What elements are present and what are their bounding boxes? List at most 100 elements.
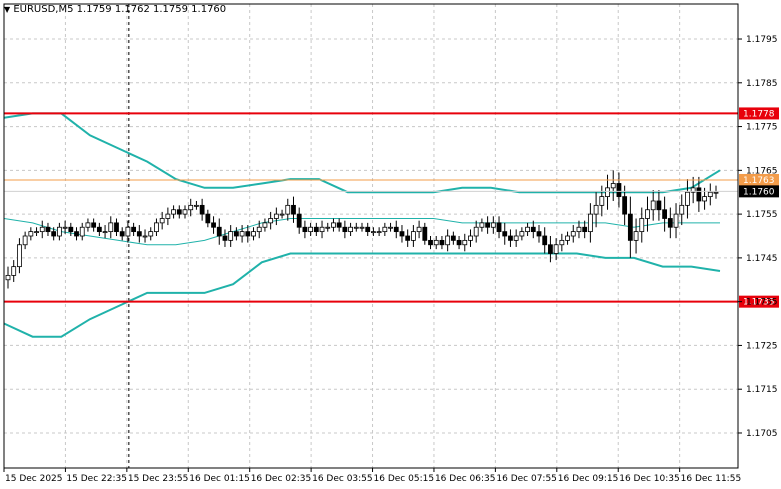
candle-body xyxy=(313,226,319,233)
candle-body xyxy=(119,231,125,237)
bollinger-upper-line xyxy=(3,112,721,194)
candle-body xyxy=(622,196,628,215)
symbol-label: EURUSD,M5 xyxy=(13,4,74,15)
candle-body xyxy=(308,226,314,233)
candle-body xyxy=(382,226,388,233)
candle-body xyxy=(639,218,645,233)
candle-body xyxy=(393,226,399,233)
candle-body xyxy=(690,187,696,193)
candle-body xyxy=(433,239,439,246)
candle-body xyxy=(428,239,433,246)
candle-body xyxy=(331,222,336,228)
candle-body xyxy=(496,222,502,233)
candle-body xyxy=(485,222,491,228)
candle-body xyxy=(445,235,451,246)
candle-body xyxy=(633,231,639,241)
candle-body xyxy=(553,244,559,254)
candle-body xyxy=(114,222,119,233)
y-tick-label: 1.1795 xyxy=(746,35,778,45)
candle-body xyxy=(268,218,274,224)
candle-body xyxy=(548,244,553,254)
candle-body xyxy=(159,218,165,224)
candle-body xyxy=(108,222,114,233)
candle-body xyxy=(513,235,519,241)
candle-body xyxy=(508,235,513,241)
candle-body xyxy=(11,266,17,276)
candle-body xyxy=(256,226,262,233)
candle-body xyxy=(102,231,108,234)
level-price-label: 1.1778 xyxy=(743,109,775,119)
candle-body xyxy=(51,231,57,237)
candle-body xyxy=(702,196,707,202)
y-tick-label: 1.1735 xyxy=(746,298,778,308)
x-tick-label: 15 Dec 2025 xyxy=(5,474,63,484)
candle-body xyxy=(610,183,616,189)
level-price-tag xyxy=(739,295,779,308)
candle-body xyxy=(405,235,411,241)
bollinger-lower-line xyxy=(3,252,721,338)
candle-body xyxy=(667,218,673,228)
candle-body xyxy=(28,231,34,237)
candle-body xyxy=(679,204,685,215)
candle-body xyxy=(519,231,525,237)
level-price-label: 1.1735 xyxy=(743,298,775,308)
bollinger-bands xyxy=(3,112,721,338)
candle-body xyxy=(45,226,51,233)
candle-body xyxy=(416,226,422,233)
candle-body xyxy=(456,239,462,246)
candle-body xyxy=(56,226,62,237)
candle-body xyxy=(605,187,610,198)
candle-body xyxy=(673,213,679,228)
y-tick-label: 1.1705 xyxy=(746,429,778,439)
candle-body xyxy=(68,226,74,233)
candle-body xyxy=(194,204,199,207)
candle-body xyxy=(376,231,382,234)
candle-body xyxy=(559,239,565,246)
x-tick-label: 16 Dec 11:55 xyxy=(681,474,742,484)
x-tick-label: 16 Dec 09:15 xyxy=(558,474,619,484)
candle-body xyxy=(713,191,719,194)
candle-body xyxy=(136,231,142,237)
candle-body xyxy=(599,196,605,206)
chart-frame xyxy=(3,3,739,469)
candle-body xyxy=(696,187,702,202)
y-tick-label: 1.1775 xyxy=(746,123,778,133)
x-tick-label: 16 Dec 03:55 xyxy=(312,474,373,484)
candle-body xyxy=(251,231,256,237)
y-tick-label: 1.1755 xyxy=(746,210,778,220)
candle-body xyxy=(188,204,194,211)
candle-body xyxy=(154,222,159,233)
candle-body xyxy=(291,204,296,215)
y-tick-label: 1.1725 xyxy=(746,341,778,351)
candle-body xyxy=(359,226,365,229)
candle-body xyxy=(536,231,542,237)
candle-body xyxy=(74,231,79,237)
candle-body xyxy=(211,222,216,228)
candle-body xyxy=(222,235,228,241)
candle-body xyxy=(342,226,348,233)
bollinger-mid-line xyxy=(3,218,720,246)
candle-body xyxy=(205,213,211,224)
candle-body xyxy=(582,226,588,233)
candle-body xyxy=(171,209,176,215)
y-tick-label: 1.1745 xyxy=(746,254,778,264)
candle-body xyxy=(439,239,445,246)
triangle-down-icon[interactable]: ▼ xyxy=(4,5,11,14)
candle-body xyxy=(616,183,622,198)
candle-body xyxy=(125,226,131,237)
candle-body xyxy=(85,222,91,228)
candle-body xyxy=(565,235,570,241)
candle-body xyxy=(262,222,268,228)
ohlc-values: 1.1759 1.1762 1.1759 1.1760 xyxy=(76,4,227,15)
candle-body xyxy=(279,213,285,216)
candle-body xyxy=(627,213,633,241)
candle-body xyxy=(216,226,222,237)
candle-body xyxy=(570,231,576,237)
candle-body xyxy=(91,222,97,228)
level-price-tag xyxy=(739,107,779,120)
candle-body xyxy=(245,231,251,237)
x-tick-label: 16 Dec 02:35 xyxy=(251,474,312,484)
candle-body xyxy=(530,226,536,233)
